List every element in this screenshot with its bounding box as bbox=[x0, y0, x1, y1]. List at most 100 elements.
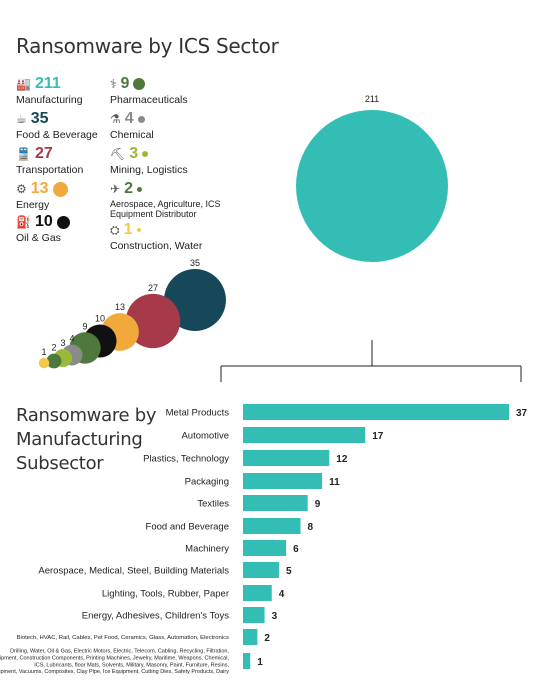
legend-item-mining: ⛏ 3 Mining, Logistics bbox=[110, 144, 188, 176]
oil-icon: ⛽ bbox=[16, 215, 31, 229]
legend-label: Mining, Logistics bbox=[110, 164, 188, 176]
food-icon: ☕ bbox=[16, 112, 27, 126]
flask-icon: ⚗ bbox=[110, 112, 121, 126]
bar-value-8: 4 bbox=[279, 589, 285, 600]
bar-value-4: 9 bbox=[315, 499, 321, 510]
bubble-manufacturing bbox=[296, 110, 448, 262]
bar-value-11: 1 bbox=[257, 657, 263, 668]
bar-0 bbox=[243, 404, 509, 420]
legend-count: 4 bbox=[124, 110, 134, 127]
legend-label: Energy bbox=[16, 199, 50, 211]
legend-dot bbox=[136, 228, 141, 232]
legend-label: Aerospace, Agriculture, ICS Equipment Di… bbox=[110, 199, 221, 219]
legend-dot bbox=[52, 181, 68, 197]
legend-count: 10 bbox=[34, 213, 53, 230]
bar-11 bbox=[243, 653, 251, 669]
subsector-title-line-1: Ransomware by bbox=[16, 405, 157, 426]
bubble-label-chemical: 4 bbox=[69, 334, 74, 344]
mining-icon: ⛏ bbox=[110, 147, 126, 161]
legend-item-chemical: ⚗ 4 Chemical bbox=[110, 109, 154, 141]
bubble-transportation bbox=[125, 293, 181, 349]
bar-value-7: 5 bbox=[286, 566, 292, 577]
legend-item-oilgas: ⛽ 10 Oil & Gas bbox=[16, 212, 70, 244]
bar-9 bbox=[243, 607, 265, 623]
legend-item-aero: ✈ 2 Aerospace, Agriculture, ICS Equipment … bbox=[110, 179, 235, 219]
bar-category-0: Metal Products bbox=[166, 407, 230, 418]
subsector-title-line-2: Manufacturing bbox=[16, 429, 143, 450]
bar-category-5: Food and Beverage bbox=[146, 521, 229, 532]
train-icon: 🚆 bbox=[16, 147, 31, 161]
bubble-label-energy: 13 bbox=[115, 302, 125, 312]
bar-category-8: Lighting, Tools, Rubber, Paper bbox=[102, 588, 229, 599]
legend-count: 35 bbox=[30, 110, 49, 127]
bar-4 bbox=[243, 495, 308, 511]
legend-item-energy: ⚙ 13 Energy bbox=[16, 179, 68, 211]
bubble-label-oilgas: 10 bbox=[95, 313, 105, 323]
legend-label: Construction, Water bbox=[110, 240, 203, 252]
bubble-label-food: 35 bbox=[190, 258, 200, 268]
subsector-chart-title: Ransomware by Manufacturing Subsector bbox=[16, 404, 176, 476]
legend-item-transportation: 🚆 27 Transportation bbox=[16, 144, 83, 176]
bar-7 bbox=[243, 562, 279, 578]
bar-value-5: 8 bbox=[308, 522, 314, 533]
bar-3 bbox=[243, 473, 323, 489]
bar-2 bbox=[243, 450, 330, 466]
subsector-title-line-3: Subsector bbox=[16, 453, 104, 474]
legend-label: Oil & Gas bbox=[16, 232, 61, 244]
legend-count: 27 bbox=[34, 145, 53, 162]
bar-value-1: 17 bbox=[372, 431, 384, 442]
pharma-icon: ⚕ bbox=[110, 77, 117, 91]
legend-count: 1 bbox=[123, 221, 133, 238]
crane-icon: ⛭ bbox=[110, 222, 120, 237]
bar-category-9: Energy, Adhesives, Children's Toys bbox=[82, 610, 229, 621]
legend-label: Food & Beverage bbox=[16, 129, 98, 141]
bar-1 bbox=[243, 427, 366, 443]
bar-category-6: Machinery bbox=[185, 543, 229, 554]
bar-5 bbox=[243, 518, 301, 534]
legend-label: Manufacturing bbox=[16, 94, 83, 106]
bar-value-0: 37 bbox=[516, 408, 528, 419]
bracket-connector bbox=[220, 340, 522, 382]
bar-category-4: Textiles bbox=[197, 498, 229, 509]
legend-dot bbox=[133, 78, 146, 90]
plane-icon: ✈ bbox=[110, 182, 121, 196]
gear-icon: ⚙ bbox=[16, 182, 27, 196]
legend-item-construction: ⛭ 1 Construction, Water bbox=[110, 220, 202, 252]
legend-count: 2 bbox=[124, 180, 133, 197]
legend-dot bbox=[136, 186, 142, 192]
sector-chart-title: Ransomware by ICS Sector bbox=[16, 34, 279, 58]
bar-6 bbox=[243, 540, 287, 556]
legend-item-pharma: ⚕ 9 Pharmaceuticals bbox=[110, 74, 188, 106]
legend-item-manufacturing: 🏭 211 Manufacturing bbox=[16, 74, 83, 106]
legend-dot bbox=[56, 215, 70, 229]
legend-item-food: ☕ 35 Food & Beverage bbox=[16, 109, 98, 141]
legend-count: 3 bbox=[129, 145, 139, 162]
bubble-aero bbox=[46, 353, 62, 369]
legend-label: Pharmaceuticals bbox=[110, 94, 188, 106]
legend-dot bbox=[137, 115, 145, 123]
bar-value-10: 2 bbox=[264, 633, 270, 644]
bar-category-1: Automotive bbox=[181, 430, 229, 441]
bubble-label-construction: 1 bbox=[41, 347, 46, 357]
bubble-label-manufacturing: 211 bbox=[365, 94, 379, 104]
bubble-construction bbox=[38, 357, 50, 369]
bar-category-11: Drilling, Water, Oil & Gas, Electric Mot… bbox=[0, 649, 229, 676]
bar-8 bbox=[243, 585, 272, 601]
legend-count: 13 bbox=[30, 180, 49, 197]
legend-label: Transportation bbox=[16, 164, 84, 176]
legend-label: Chemical bbox=[110, 129, 154, 141]
bar-category-7: Aerospace, Medical, Steel, Building Mate… bbox=[38, 565, 229, 576]
bar-category-10: Biotech, HVAC, Rail, Cables, Pet Food, C… bbox=[17, 635, 229, 641]
bubble-label-aero: 2 bbox=[51, 343, 56, 353]
bar-value-2: 12 bbox=[336, 454, 348, 465]
legend-count: 9 bbox=[120, 75, 130, 92]
factory-icon: 🏭 bbox=[16, 77, 31, 91]
bar-10 bbox=[243, 629, 258, 645]
bubble-label-pharma: 9 bbox=[82, 321, 87, 331]
legend-count: 211 bbox=[34, 75, 61, 92]
bubble-label-transportation: 27 bbox=[148, 283, 158, 293]
bar-value-3: 11 bbox=[329, 477, 340, 488]
bar-category-3: Packaging bbox=[185, 476, 229, 487]
